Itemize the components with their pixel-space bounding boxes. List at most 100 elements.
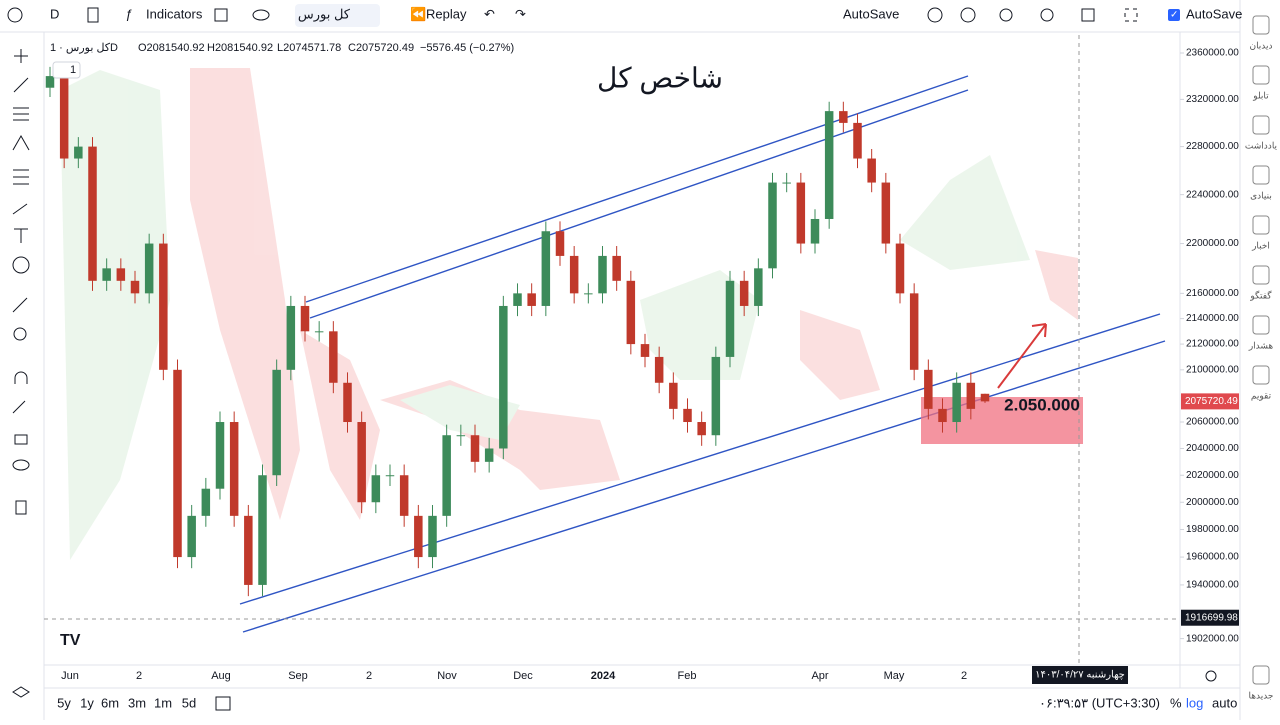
pattern-tool[interactable] <box>12 134 30 151</box>
undo[interactable]: ↶ <box>484 6 495 21</box>
crosshair-tool[interactable] <box>14 49 28 63</box>
symbol[interactable]: کل بورس <box>298 6 351 22</box>
sidebar-label[interactable]: هشدار <box>1248 340 1274 351</box>
range-button[interactable]: 1y <box>80 695 94 710</box>
brush-tool[interactable] <box>12 203 28 215</box>
legend-open: O2081540.92 <box>138 42 205 54</box>
range-button[interactable]: 5d <box>182 695 196 710</box>
candle-body <box>555 231 565 256</box>
chart-type-icon[interactable] <box>87 7 99 23</box>
x-tick-label: 2024 <box>591 670 616 682</box>
candle-body <box>584 293 593 295</box>
emoji-tool[interactable] <box>12 256 30 274</box>
sidebar-label[interactable]: یادداشت <box>1245 140 1278 150</box>
draw-mode-tool[interactable] <box>12 400 26 414</box>
lock-tool[interactable] <box>14 434 28 445</box>
magnet-tool[interactable] <box>14 371 28 384</box>
range-button[interactable]: 5y <box>57 695 71 710</box>
candle-body <box>357 422 366 503</box>
x-tick-label: 2 <box>961 670 967 682</box>
indicators[interactable]: Indicators <box>146 6 203 21</box>
candle-body <box>810 218 820 244</box>
candle-body <box>924 369 933 409</box>
candle-body <box>116 268 126 281</box>
candle-body <box>839 111 848 123</box>
autosave-checkbox[interactable] <box>1168 9 1180 21</box>
sidebar-icon[interactable] <box>1252 315 1270 335</box>
range-button[interactable]: 6m <box>101 695 119 710</box>
symbol-button[interactable] <box>295 4 380 27</box>
candle-body <box>768 182 777 269</box>
candle-body <box>428 515 437 558</box>
candle-body <box>371 475 381 503</box>
sidebar-icon[interactable] <box>1252 215 1270 235</box>
y-tick-label: 2020000.00 <box>1186 470 1239 481</box>
ruler-tool[interactable] <box>12 297 28 313</box>
add-icon[interactable] <box>7 7 23 23</box>
sidebar-label[interactable]: بنیادی <box>1250 190 1272 200</box>
fib-tool[interactable] <box>13 107 29 121</box>
candle-body <box>612 255 621 281</box>
theme-icon[interactable] <box>999 8 1013 22</box>
fullscreen-icon[interactable] <box>1124 8 1138 22</box>
search-icon[interactable] <box>927 7 943 23</box>
candle-body <box>414 515 423 558</box>
sidebar-icon[interactable] <box>1252 665 1270 685</box>
text-tool[interactable] <box>14 228 28 243</box>
replay[interactable]: Replay <box>426 6 467 21</box>
clock: ۰۶:۳۹:۵۳ (UTC+3:30) <box>1039 695 1160 710</box>
y-tick-label: 2100000.00 <box>1186 364 1239 375</box>
cloud <box>60 68 1078 560</box>
candle-body <box>513 293 522 306</box>
candle-body <box>569 255 579 294</box>
candle-body <box>300 305 310 332</box>
eye-icon[interactable] <box>252 9 270 21</box>
line-tool[interactable] <box>13 77 29 93</box>
sidebar-label[interactable]: تابلو <box>1252 90 1269 101</box>
candle-body <box>952 382 961 423</box>
sidebar-icon[interactable] <box>1252 265 1270 285</box>
range-button[interactable]: 3m <box>128 695 146 710</box>
candle-body <box>824 111 834 219</box>
top-toolbar <box>0 0 1280 32</box>
replay-icon: ⏪ <box>410 6 426 21</box>
forecast-tool[interactable] <box>13 169 29 185</box>
settings-icon[interactable] <box>960 7 976 23</box>
snapshot-icon[interactable] <box>1081 8 1095 22</box>
candle-body <box>59 76 69 159</box>
autosave[interactable]: AutoSave <box>1186 6 1242 21</box>
settings-icon[interactable] <box>1205 670 1217 682</box>
visibility-tool[interactable] <box>12 459 30 471</box>
range-button[interactable]: 1m <box>154 695 172 710</box>
bottom-bar: 5y 1y 6m 3m 1m 5d <box>57 695 196 710</box>
sidebar-label[interactable]: جدیدها <box>1248 690 1273 700</box>
badge[interactable] <box>52 61 81 79</box>
candle-body <box>669 382 678 409</box>
sidebar-icon[interactable] <box>1252 365 1270 385</box>
sidebar-icon[interactable] <box>1252 115 1270 135</box>
interval[interactable]: D <box>50 6 59 21</box>
layout-icon[interactable] <box>214 8 228 22</box>
zoom-tool[interactable] <box>13 327 27 341</box>
candle-body <box>739 280 749 306</box>
date-range-icon[interactable] <box>215 696 231 711</box>
redo[interactable]: ↷ <box>515 6 526 21</box>
annotation: 2.050.000 <box>1004 395 1080 414</box>
sidebar-icon[interactable] <box>1252 15 1270 35</box>
autosave-menu[interactable]: AutoSave <box>843 6 899 21</box>
share-icon[interactable] <box>1040 8 1054 22</box>
sidebar-icon[interactable] <box>1252 65 1270 85</box>
log-toggle[interactable]: log <box>1186 695 1203 710</box>
layers-tool[interactable] <box>12 686 30 698</box>
trash-tool[interactable] <box>15 500 27 515</box>
sidebar-label[interactable]: دیدبان <box>1249 40 1272 50</box>
sidebar-icon[interactable] <box>1252 165 1270 185</box>
auto-toggle[interactable]: auto <box>1212 695 1237 710</box>
percent-toggle[interactable]: % <box>1170 695 1182 710</box>
candle-body <box>711 356 721 436</box>
sidebar-label[interactable]: تقویم <box>1251 390 1272 401</box>
sidebar-label[interactable]: اخبار <box>1251 240 1270 251</box>
x-tick-label: Jun <box>61 670 79 682</box>
sidebar-label[interactable]: گفتگو <box>1249 289 1272 301</box>
